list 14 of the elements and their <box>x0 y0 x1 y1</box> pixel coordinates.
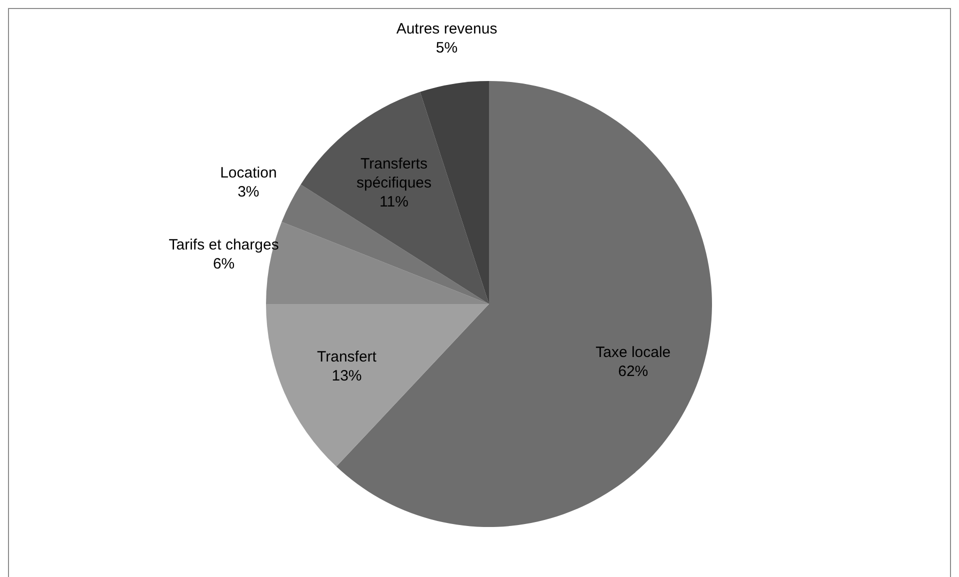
data-label: 5% <box>436 39 458 56</box>
data-label: 3% <box>238 183 260 200</box>
slice-label: Autres revenus <box>396 20 498 38</box>
data-label: 13% <box>332 368 362 385</box>
slice-label: Tarifs et charges <box>168 236 279 254</box>
slice-label: Location <box>220 164 277 182</box>
pie-slice <box>300 92 489 304</box>
data-label: 62% <box>618 363 648 380</box>
pie-slice <box>266 304 489 467</box>
slice-label: Transfert <box>317 348 378 366</box>
slice-label: Taxe locale <box>596 344 671 362</box>
data-label: 11% <box>380 194 408 211</box>
data-label: 6% <box>212 255 235 272</box>
slice-label: Transferts spécifiques <box>356 156 432 192</box>
